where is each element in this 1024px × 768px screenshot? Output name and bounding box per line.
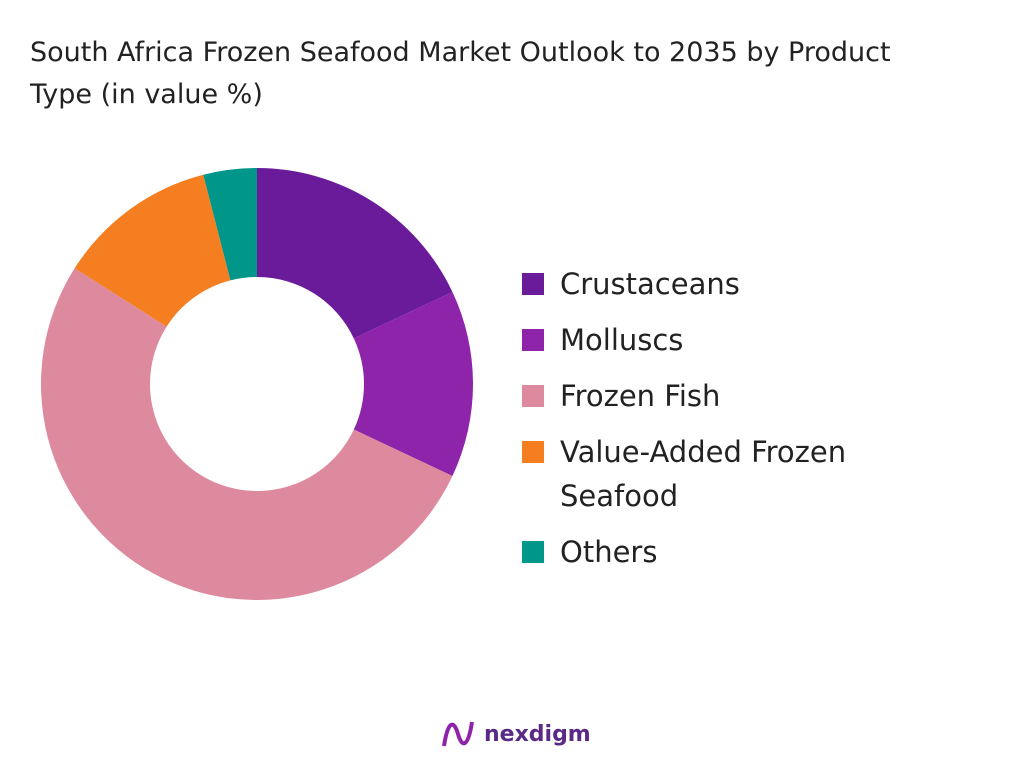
donut-slice: [353, 292, 474, 476]
legend-label: Others: [560, 535, 658, 569]
legend-label: Molluscs: [560, 323, 684, 357]
brand-name: nexdigm: [484, 721, 591, 747]
donut-slice: [203, 168, 257, 281]
legend-swatch: [522, 329, 544, 351]
legend-swatch: [522, 541, 544, 563]
legend-label: Crustaceans: [560, 267, 740, 301]
legend: Crustaceans Molluscs Frozen Fish Value-Adde…: [522, 262, 922, 586]
chart-title: South Africa Frozen Seafood Market Outlo…: [30, 37, 891, 110]
legend-label: Frozen Fish: [560, 379, 721, 413]
donut-slice: [41, 268, 453, 600]
legend-item: Others: [522, 530, 922, 574]
legend-item: Frozen Fish: [522, 374, 922, 418]
chart: [41, 168, 474, 600]
legend-swatch: [522, 385, 544, 407]
donut-slice: [257, 168, 453, 339]
brand: nexdigm: [440, 716, 591, 752]
legend-item: Value-Added Frozen Seafood: [522, 430, 922, 518]
legend-swatch: [522, 273, 544, 295]
donut-slice: [74, 174, 231, 327]
legend-item: Crustaceans: [522, 262, 922, 306]
brand-icon: [442, 721, 474, 747]
legend-label: Value-Added Frozen Seafood: [560, 435, 847, 513]
legend-swatch: [522, 441, 544, 463]
legend-item: Molluscs: [522, 318, 922, 362]
